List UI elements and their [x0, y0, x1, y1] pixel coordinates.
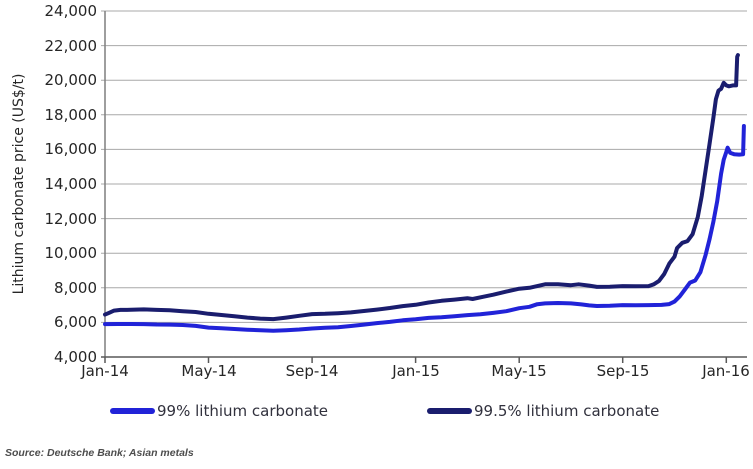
- y-tick-label: 6,000: [54, 313, 97, 331]
- legend-line-swatch-99pct: [110, 408, 155, 414]
- y-tick-label: 10,000: [44, 244, 98, 262]
- y-tick-label: 18,000: [44, 106, 98, 124]
- x-tick-label: Jan-14: [81, 362, 129, 380]
- legend-line-swatch-99-5pct: [427, 408, 472, 414]
- source-note: Source: Deutsche Bank; Asian metals: [5, 447, 194, 459]
- y-tick-label: 12,000: [44, 210, 98, 228]
- y-tick-label: 22,000: [44, 37, 98, 55]
- x-tick-label: Jan-15: [392, 362, 440, 380]
- x-tick-label: May-15: [491, 362, 547, 380]
- x-tick-label: Sep-14: [285, 362, 339, 380]
- x-tick-label: May-14: [181, 362, 237, 380]
- x-tick-label: Sep-15: [596, 362, 650, 380]
- price-chart-canvas: [101, 10, 747, 363]
- legend-label: 99.5% lithium carbonate: [474, 402, 660, 420]
- legend-item-99pct: 99% lithium carbonate: [110, 401, 328, 421]
- y-tick-label: 8,000: [54, 279, 97, 297]
- y-tick-label: 14,000: [44, 175, 98, 193]
- legend-item-99-5pct: 99.5% lithium carbonate: [427, 401, 659, 421]
- y-tick-label: 4,000: [54, 348, 97, 366]
- y-tick-label: 24,000: [44, 2, 98, 20]
- y-tick-label: 20,000: [44, 71, 98, 89]
- x-tick-label: Jan-16: [702, 362, 750, 380]
- y-tick-label: 16,000: [44, 140, 98, 158]
- legend-label: 99% lithium carbonate: [157, 402, 328, 420]
